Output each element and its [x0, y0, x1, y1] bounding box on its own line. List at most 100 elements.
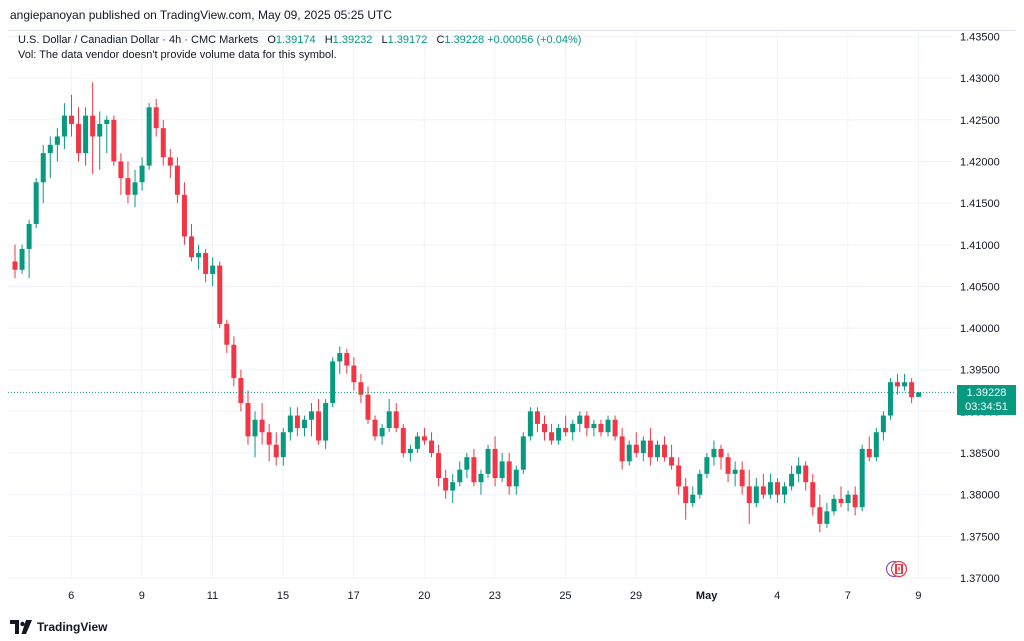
candle: [181, 182, 187, 245]
candle-body: [125, 178, 131, 195]
candle: [471, 448, 477, 487]
candle: [810, 473, 816, 516]
candle: [506, 453, 512, 495]
candle-body: [753, 486, 759, 504]
candle: [520, 432, 526, 474]
candle: [859, 444, 865, 512]
candle: [316, 398, 322, 445]
current-price-value: 1.39228: [966, 387, 1007, 399]
candle: [887, 378, 893, 420]
publish-text: angiepanoyan published on TradingView.co…: [10, 8, 393, 22]
candle: [245, 390, 251, 445]
candle-body: [683, 486, 689, 504]
candle: [598, 419, 604, 437]
candle-body: [774, 482, 780, 495]
candle: [457, 461, 463, 487]
candle-body: [61, 115, 67, 137]
y-tick-label: 1.40000: [960, 323, 1000, 335]
candle: [280, 428, 286, 466]
candle-body: [259, 419, 265, 433]
x-tick-label: 23: [489, 590, 501, 602]
candle: [203, 248, 209, 283]
candle-body: [414, 436, 420, 449]
candle: [873, 428, 879, 462]
candle: [704, 453, 710, 479]
candlestick-chart[interactable]: 1.370001.375001.380001.385001.390001.395…: [0, 0, 1024, 612]
candle: [40, 144, 46, 204]
candle-body: [767, 482, 773, 495]
candle-body: [393, 411, 399, 429]
candle: [845, 490, 851, 512]
candle-body: [358, 382, 364, 395]
candle: [90, 82, 96, 174]
tradingview-logo-icon: [10, 619, 32, 634]
candle-body: [887, 382, 893, 416]
candle-body: [485, 448, 491, 474]
grid-layer: [8, 31, 952, 579]
candle: [633, 432, 639, 458]
candle: [19, 244, 25, 274]
candle-body: [471, 457, 477, 483]
y-tick-label: 1.41000: [960, 240, 1000, 252]
candle: [68, 94, 74, 137]
candle: [746, 469, 752, 524]
candle-body: [19, 248, 25, 270]
candle-body: [90, 115, 96, 137]
candle-body: [210, 265, 216, 274]
candle: [421, 428, 427, 445]
x-tick-label: 15: [277, 590, 289, 602]
candle-body: [584, 415, 590, 429]
candle-body: [669, 457, 675, 466]
candle: [619, 428, 625, 470]
candle-body: [640, 440, 646, 454]
candle: [436, 444, 442, 487]
candle-body: [252, 419, 258, 437]
candle-body: [26, 223, 32, 249]
current-price-tag: 1.39228 03:34:51: [957, 385, 1016, 415]
legend-open-label: O: [267, 34, 276, 46]
candle: [534, 407, 540, 433]
candle: [895, 373, 900, 395]
candle-body: [527, 411, 533, 437]
candle-body: [436, 453, 442, 479]
candle-body: [633, 444, 639, 454]
candle: [252, 411, 258, 458]
candle: [499, 453, 505, 483]
candle-body: [831, 498, 837, 512]
y-tick-label: 1.43000: [960, 73, 1000, 85]
candle-body: [111, 119, 117, 162]
candle-body: [245, 403, 251, 437]
candle: [683, 478, 689, 520]
candle: [732, 461, 738, 487]
candle: [153, 98, 159, 137]
tradingview-logo[interactable]: TradingView: [10, 619, 107, 634]
candle-body: [880, 415, 886, 433]
candle-body: [859, 448, 865, 508]
canada-flag-icon[interactable]: [886, 560, 908, 578]
candle-body: [782, 486, 788, 495]
candle: [54, 128, 60, 162]
candle-body: [379, 428, 385, 437]
candle: [549, 423, 555, 445]
candle-body: [217, 265, 223, 324]
candle-body: [139, 165, 145, 183]
candle-body: [450, 482, 456, 491]
candle-body: [280, 432, 286, 458]
candle: [513, 465, 519, 495]
candle: [76, 107, 82, 162]
legend-close-label: C: [436, 34, 445, 46]
candle: [167, 148, 173, 179]
candle-layer: [12, 82, 922, 533]
candle: [12, 244, 18, 279]
candle-body: [866, 448, 872, 458]
chart-frame[interactable]: [8, 30, 1016, 608]
candle: [753, 478, 759, 508]
candle: [563, 415, 569, 437]
candle: [61, 103, 67, 149]
candle-body: [12, 261, 18, 270]
candle: [125, 161, 131, 204]
candle: [231, 336, 237, 387]
legend-high-label: H: [324, 34, 333, 46]
candle: [803, 461, 809, 491]
candle: [866, 436, 872, 462]
